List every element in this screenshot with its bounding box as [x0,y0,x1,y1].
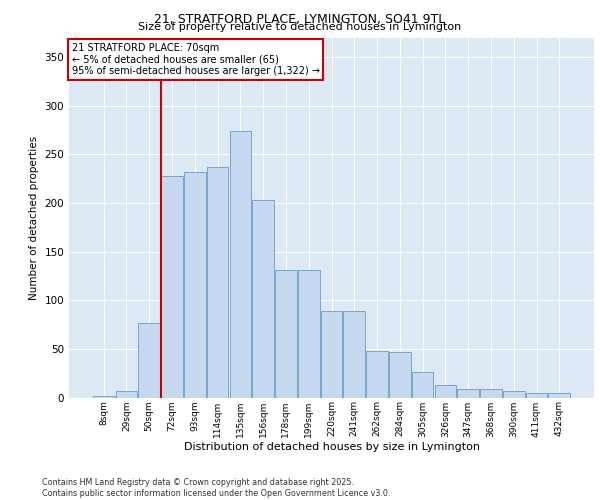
Bar [548,392,570,398]
Bar [161,176,183,398]
Bar [320,311,343,398]
Text: Size of property relative to detached houses in Lymington: Size of property relative to detached ho… [139,22,461,32]
Bar [526,392,547,398]
Bar [412,372,433,398]
Bar [434,385,456,398]
Bar [275,270,297,398]
Y-axis label: Number of detached properties: Number of detached properties [29,136,39,300]
Bar [298,270,320,398]
Text: 21 STRATFORD PLACE: 70sqm
← 5% of detached houses are smaller (65)
95% of semi-d: 21 STRATFORD PLACE: 70sqm ← 5% of detach… [71,43,320,76]
Bar [93,396,115,398]
Bar [457,388,479,398]
Bar [389,352,410,398]
Bar [503,390,524,398]
Text: Contains HM Land Registry data © Crown copyright and database right 2025.
Contai: Contains HM Land Registry data © Crown c… [42,478,391,498]
Bar [116,390,137,398]
Bar [184,172,206,398]
Bar [139,322,160,398]
Bar [230,131,251,398]
X-axis label: Distribution of detached houses by size in Lymington: Distribution of detached houses by size … [184,442,479,452]
Bar [366,351,388,398]
Text: 21, STRATFORD PLACE, LYMINGTON, SO41 9TL: 21, STRATFORD PLACE, LYMINGTON, SO41 9TL [154,12,446,26]
Bar [343,311,365,398]
Bar [207,167,229,398]
Bar [253,200,274,398]
Bar [480,388,502,398]
